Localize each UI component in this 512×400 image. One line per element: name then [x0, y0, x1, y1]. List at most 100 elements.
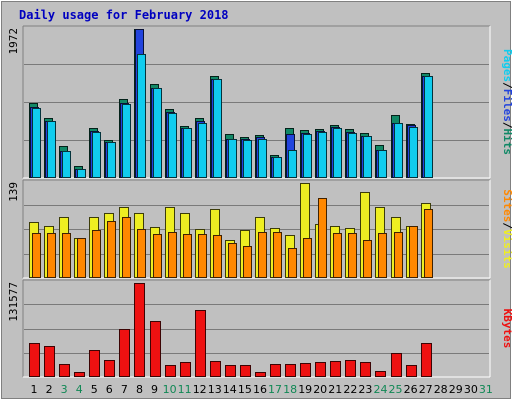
panel-bottom-max-label: 131577: [7, 282, 20, 322]
x-tick-label: 22: [343, 383, 357, 396]
x-axis-labels: 1 2 3 4 5 6 7 8 9 10 11 12 13 14 15 16 17 18 19 20 21 22 23 24 2…: [31, 383, 493, 396]
x-tick-label: 7: [121, 383, 128, 396]
legend-middle: Sites/Visits: [501, 189, 512, 269]
bar-kbytes-day-13: [210, 361, 221, 377]
bar-sites-day-25: [394, 232, 403, 278]
bar-pages-day-8: [137, 54, 146, 178]
bar-sites-day-14: [228, 243, 237, 278]
bar-pages-day-17: [273, 157, 282, 178]
bar-kbytes-day-19: [300, 363, 311, 377]
x-tick-label: 8: [136, 383, 143, 396]
bar-sites-day-12: [198, 234, 207, 278]
x-tick-label: 16: [253, 383, 267, 396]
x-tick-label: 21: [328, 383, 342, 396]
series-sites: [32, 198, 433, 278]
x-tick-label: 10: [163, 383, 177, 396]
bar-sites-day-11: [183, 234, 192, 278]
bar-sites-day-13: [213, 235, 222, 278]
x-tick-label: 6: [106, 383, 113, 396]
x-tick-label: 26: [404, 383, 418, 396]
x-tick-label: 3: [61, 383, 68, 396]
bar-kbytes-day-16: [255, 372, 266, 377]
legend-middle-part: Visits: [501, 229, 512, 269]
bar-sites-day-27: [424, 209, 433, 278]
bar-kbytes-day-7: [119, 329, 130, 377]
bar-pages-day-23: [363, 136, 372, 178]
bar-sites-day-20: [318, 198, 327, 278]
bar-kbytes-day-25: [391, 353, 402, 377]
bar-kbytes-day-4: [74, 372, 85, 377]
x-tick-label: 28: [434, 383, 448, 396]
bar-sites-day-22: [348, 233, 357, 278]
bar-kbytes-day-26: [406, 365, 417, 377]
bar-sites-day-7: [122, 217, 131, 278]
bar-sites-day-16: [258, 232, 267, 278]
bar-kbytes-day-23: [360, 362, 371, 377]
panel-middle-max-label: 139: [7, 182, 20, 202]
bar-pages-day-10: [168, 113, 177, 178]
series-pages: [32, 54, 433, 178]
legend-top-part: /: [501, 122, 512, 129]
bar-kbytes-day-22: [345, 360, 356, 377]
bar-pages-day-22: [348, 133, 357, 178]
bar-pages-day-9: [153, 88, 162, 178]
x-tick-label: 15: [238, 383, 252, 396]
bar-sites-day-1: [32, 233, 41, 278]
legend-middle-part: /: [501, 222, 512, 229]
bar-sites-day-17: [273, 232, 282, 278]
x-tick-label: 19: [298, 383, 312, 396]
x-tick-label: 24: [374, 383, 388, 396]
bar-kbytes-day-27: [421, 343, 432, 377]
bar-kbytes-day-15: [240, 365, 251, 377]
legend-middle-part: Sites: [501, 189, 512, 222]
chart-title: Daily usage for February 2018: [19, 8, 229, 22]
bar-pages-day-25: [394, 123, 403, 178]
bar-sites-day-23: [363, 240, 372, 278]
x-tick-label: 1: [31, 383, 38, 396]
bar-kbytes-day-18: [285, 364, 296, 377]
x-tick-label: 20: [313, 383, 327, 396]
x-tick-label: 30: [464, 383, 478, 396]
x-tick-label: 17: [268, 383, 282, 396]
legend-bottom: KBytes: [501, 309, 512, 349]
bar-pages-day-27: [424, 76, 433, 178]
bar-sites-day-19: [303, 238, 312, 278]
x-tick-label: 13: [208, 383, 222, 396]
bar-sites-day-6: [107, 221, 116, 278]
bar-sites-day-3: [62, 233, 71, 278]
bar-pages-day-21: [333, 128, 342, 178]
panel-middle: 139: [7, 179, 491, 279]
bar-kbytes-day-11: [180, 362, 191, 377]
x-tick-label: 18: [283, 383, 297, 396]
bar-pages-day-4: [77, 169, 86, 178]
bar-pages-day-16: [258, 139, 267, 178]
bar-sites-day-24: [378, 233, 387, 278]
bar-sites-day-4: [77, 238, 86, 278]
x-tick-label: 29: [449, 383, 463, 396]
bar-kbytes-day-17: [270, 364, 281, 377]
x-tick-label: 9: [151, 383, 158, 396]
bar-kbytes-day-12: [195, 310, 206, 377]
bar-pages-day-13: [213, 79, 222, 178]
bar-pages-day-3: [62, 151, 71, 178]
bar-kbytes-day-20: [315, 362, 326, 377]
x-tick-label: 27: [419, 383, 433, 396]
legend-top: Pages/Files/Hits: [501, 49, 512, 155]
bar-kbytes-day-8: [134, 283, 145, 377]
bar-sites-day-2: [47, 233, 56, 278]
x-tick-label: 5: [91, 383, 98, 396]
bar-kbytes-day-14: [225, 365, 236, 377]
bar-kbytes-day-5: [89, 350, 100, 377]
panel-top: 1972: [7, 25, 491, 179]
legend-top-part: Files: [501, 89, 512, 122]
bar-sites-day-18: [288, 248, 297, 278]
bar-sites-day-26: [409, 226, 418, 278]
bar-pages-day-18: [288, 150, 297, 178]
bar-pages-day-24: [378, 150, 387, 178]
bar-sites-day-9: [153, 234, 162, 278]
legend-top-part: Hits: [501, 129, 512, 156]
x-tick-label: 12: [193, 383, 207, 396]
